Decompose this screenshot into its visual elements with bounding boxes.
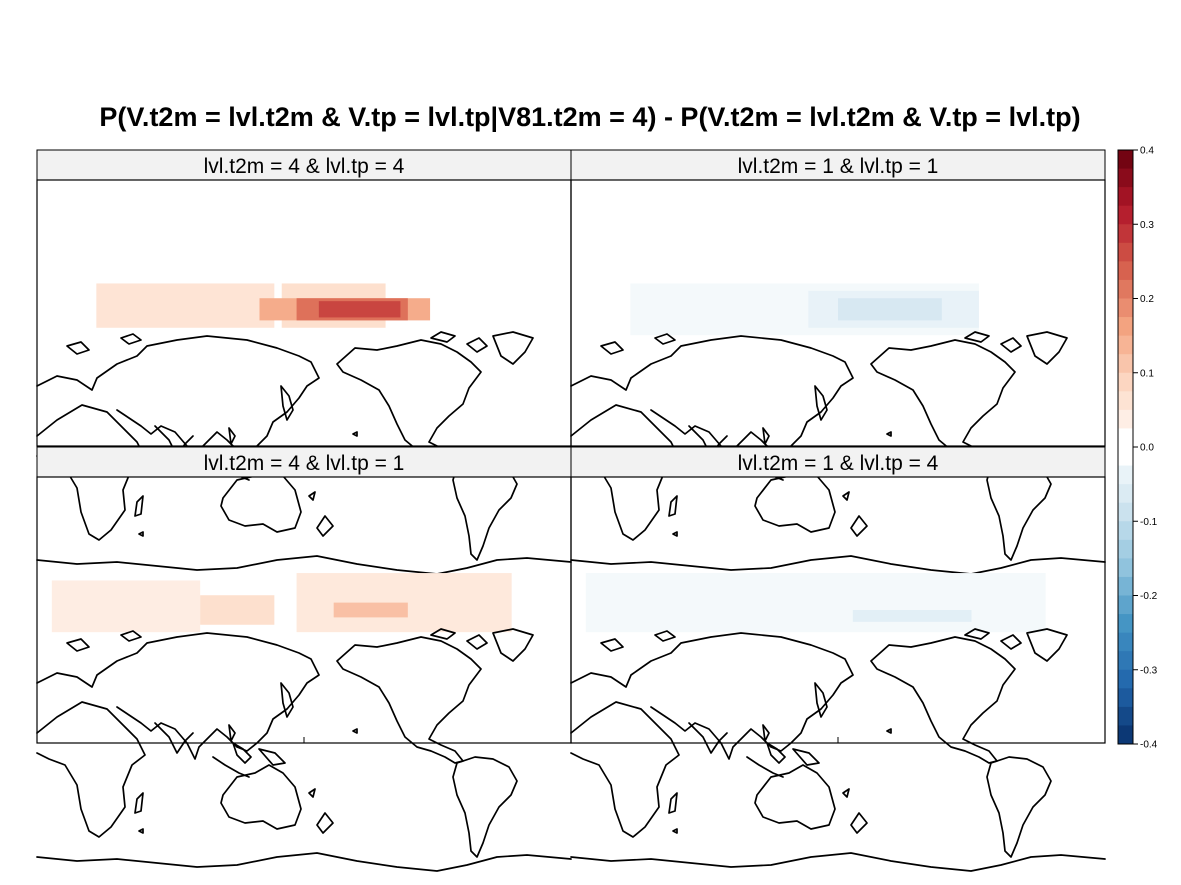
- colorbar-block: [1118, 409, 1133, 429]
- colorbar-tick-label: 0.2: [1140, 294, 1154, 305]
- strip: [570, 149, 1106, 181]
- strip-label: lvl.t2m = 4 & lvl.tp = 1: [204, 452, 405, 475]
- panel-bottom-right: lvl.t2m = 1 & lvl.tp = 4: [570, 446, 1106, 872]
- strip: [36, 446, 572, 478]
- heatmap-cell: [96, 283, 275, 328]
- heatmap-cell: [838, 298, 942, 321]
- chart-title: P(V.t2m = lvl.t2m & V.tp = lvl.tp|V81.t2…: [99, 102, 1080, 132]
- strip-label: lvl.t2m = 1 & lvl.tp = 4: [738, 452, 939, 475]
- colorbar-block: [1118, 688, 1133, 708]
- colorbar-block: [1118, 391, 1133, 411]
- colorbar-block: [1118, 335, 1133, 355]
- heatmap-cells: [51, 573, 512, 633]
- heatmap-cell: [585, 573, 1046, 633]
- strip-label: lvl.t2m = 4 & lvl.tp = 4: [204, 155, 405, 178]
- colorbar-block: [1118, 428, 1133, 448]
- colorbar-block: [1118, 669, 1133, 689]
- strip-label: lvl.t2m = 1 & lvl.tp = 1: [738, 155, 939, 178]
- panel-bottom-left: lvl.t2m = 4 & lvl.tp = 1: [36, 446, 572, 872]
- colorbar-tick-label: -0.2: [1140, 591, 1158, 602]
- panel-top-right: lvl.t2m = 1 & lvl.tp = 1: [570, 149, 1106, 575]
- colorbar-tick-label: -0.4: [1140, 740, 1158, 751]
- colorbar-block: [1118, 595, 1133, 615]
- colorbar-block: [1118, 168, 1133, 188]
- heatmap-cells: [630, 283, 979, 336]
- heatmap-cells: [96, 283, 431, 328]
- heatmap-cell: [318, 301, 401, 318]
- panel-border: [570, 179, 1106, 447]
- heatmap-cell: [296, 573, 512, 633]
- colorbar-block: [1118, 242, 1133, 262]
- colorbar-tick-label: 0.3: [1140, 220, 1154, 231]
- colorbar-blocks: [1118, 150, 1133, 745]
- colorbar-block: [1118, 150, 1133, 170]
- colorbar-block: [1118, 725, 1133, 745]
- colorbar-block: [1118, 447, 1133, 467]
- colorbar-block: [1118, 502, 1133, 522]
- colorbar-block: [1118, 521, 1133, 541]
- heatmap-cell: [51, 580, 201, 633]
- strip: [36, 149, 572, 181]
- colorbar-tick-label: -0.1: [1140, 517, 1158, 528]
- heatmap-cell: [200, 595, 275, 625]
- coastlines: [36, 628, 572, 872]
- colorbar-block: [1118, 354, 1133, 374]
- colorbar-block: [1118, 205, 1133, 225]
- colorbar-ticks: 0.4 0.3 0.2 0.1 0.0 -0.1 -0.2 -0.3 -0.4: [1133, 146, 1158, 751]
- colorbar-tick-label: 0.4: [1140, 146, 1154, 157]
- colorbar-tick-label: 0.1: [1140, 368, 1154, 379]
- colorbar-block: [1118, 187, 1133, 207]
- colorbar-block: [1118, 706, 1133, 726]
- heatmap-cells: [585, 573, 1046, 633]
- panel-top-left: lvl.t2m = 4 & lvl.tp = 4: [36, 149, 572, 575]
- colorbar-block: [1118, 539, 1133, 559]
- colorbar-block: [1118, 651, 1133, 671]
- colorbar-tick-label: 0.0: [1140, 443, 1154, 454]
- colorbar-block: [1118, 261, 1133, 281]
- colorbar-block: [1118, 279, 1133, 299]
- colorbar-block: [1118, 465, 1133, 485]
- colorbar-block: [1118, 298, 1133, 318]
- colorbar-block: [1118, 317, 1133, 337]
- colorbar: 0.4 0.3 0.2 0.1 0.0 -0.1 -0.2 -0.3 -0.4: [1117, 146, 1158, 751]
- colorbar-block: [1118, 576, 1133, 596]
- colorbar-block: [1118, 372, 1133, 392]
- colorbar-block: [1118, 632, 1133, 652]
- heatmap-cell: [852, 610, 972, 622]
- colorbar-block: [1118, 614, 1133, 634]
- colorbar-block: [1118, 558, 1133, 578]
- colorbar-tick-label: -0.3: [1140, 665, 1158, 676]
- colorbar-block: [1118, 224, 1133, 244]
- colorbar-block: [1118, 484, 1133, 504]
- heatmap-cell: [333, 602, 408, 618]
- strip: [570, 446, 1106, 478]
- coastlines: [570, 628, 1106, 872]
